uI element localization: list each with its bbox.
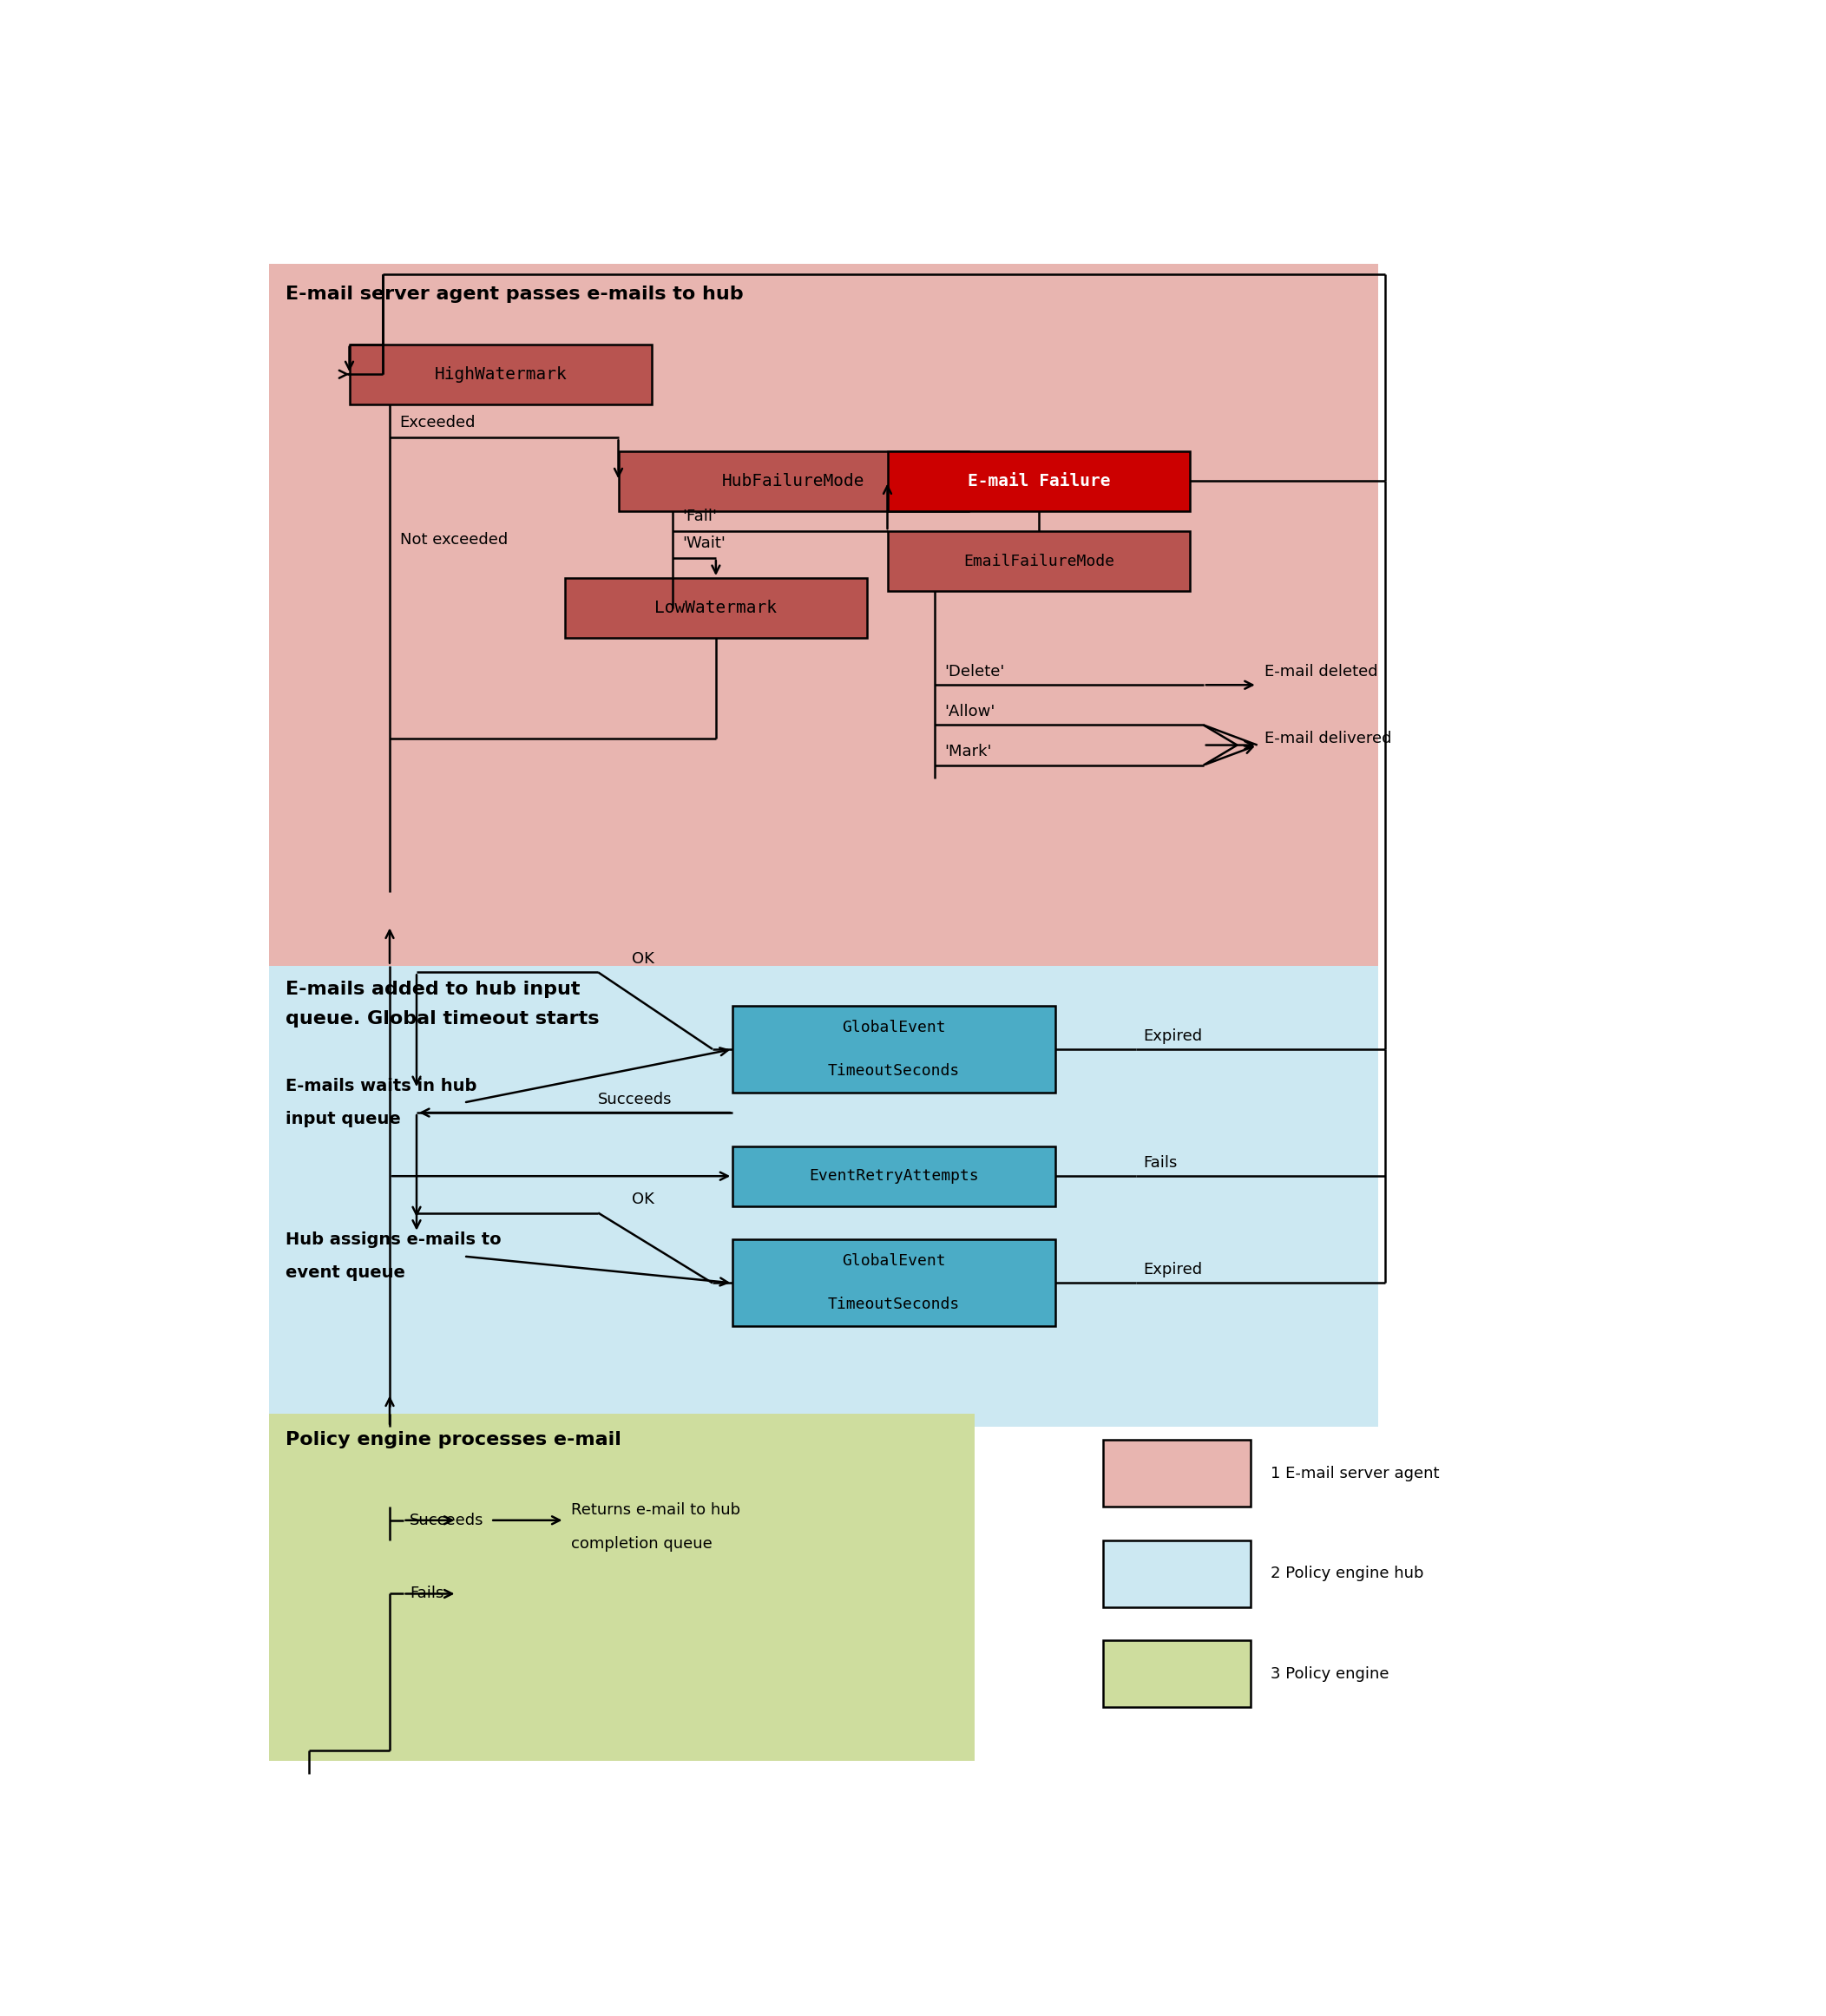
FancyBboxPatch shape (268, 264, 1379, 986)
FancyBboxPatch shape (887, 532, 1191, 591)
Text: TimeoutSeconds: TimeoutSeconds (827, 1062, 960, 1079)
Text: 'Wait': 'Wait' (683, 536, 725, 550)
Text: completion queue: completion queue (572, 1536, 712, 1552)
Text: 'Allow': 'Allow' (944, 704, 995, 720)
Text: TimeoutSeconds: TimeoutSeconds (827, 1296, 960, 1312)
Text: 'Delete': 'Delete' (944, 663, 1004, 679)
Text: event queue: event queue (285, 1264, 405, 1282)
Text: Hub assigns e-mails to: Hub assigns e-mails to (285, 1232, 500, 1248)
FancyBboxPatch shape (1103, 1439, 1251, 1506)
Text: E-mails waits in hub: E-mails waits in hub (285, 1079, 477, 1095)
Text: E-mails added to hub input: E-mails added to hub input (285, 980, 581, 998)
Text: Succeeds: Succeeds (409, 1512, 484, 1528)
FancyBboxPatch shape (732, 1240, 1055, 1327)
FancyBboxPatch shape (268, 1413, 975, 1760)
Text: EmailFailureMode: EmailFailureMode (964, 554, 1114, 569)
Text: Not exceeded: Not exceeded (400, 532, 508, 548)
Text: HighWatermark: HighWatermark (435, 367, 566, 383)
Text: HubFailureMode: HubFailureMode (721, 474, 866, 490)
FancyBboxPatch shape (349, 345, 652, 405)
Text: GlobalEvent: GlobalEvent (842, 1254, 946, 1270)
Text: GlobalEvent: GlobalEvent (842, 1020, 946, 1036)
Text: Expired: Expired (1143, 1028, 1202, 1044)
FancyBboxPatch shape (1103, 1540, 1251, 1607)
Text: Fails: Fails (409, 1587, 444, 1601)
FancyBboxPatch shape (887, 452, 1191, 512)
Text: 'Mark': 'Mark' (944, 744, 992, 760)
Text: 'Fail': 'Fail' (683, 508, 718, 524)
Text: OK: OK (632, 1191, 654, 1208)
FancyBboxPatch shape (1103, 1641, 1251, 1708)
Text: OK: OK (632, 952, 654, 968)
Text: Exceeded: Exceeded (400, 415, 477, 431)
FancyBboxPatch shape (732, 1145, 1055, 1206)
Text: Returns e-mail to hub: Returns e-mail to hub (572, 1502, 741, 1518)
Text: 3 Policy engine: 3 Policy engine (1271, 1665, 1390, 1681)
Text: E-mail delivered: E-mail delivered (1264, 730, 1391, 746)
Text: input queue: input queue (285, 1111, 400, 1127)
Text: Policy engine processes e-mail: Policy engine processes e-mail (285, 1431, 621, 1450)
Text: LowWatermark: LowWatermark (656, 601, 778, 617)
Text: Succeeds: Succeeds (599, 1091, 672, 1107)
Text: E-mail deleted: E-mail deleted (1264, 663, 1377, 679)
Text: E-mail Failure: E-mail Failure (968, 474, 1110, 490)
FancyBboxPatch shape (268, 966, 1379, 1427)
Text: Fails: Fails (1143, 1155, 1178, 1171)
Text: 1 E-mail server agent: 1 E-mail server agent (1271, 1466, 1439, 1482)
Text: 2 Policy engine hub: 2 Policy engine hub (1271, 1566, 1424, 1581)
FancyBboxPatch shape (619, 452, 968, 512)
Text: E-mail server agent passes e-mails to hub: E-mail server agent passes e-mails to hu… (285, 286, 743, 302)
FancyBboxPatch shape (732, 1006, 1055, 1093)
Text: Expired: Expired (1143, 1262, 1202, 1278)
Text: queue. Global timeout starts: queue. Global timeout starts (285, 1010, 599, 1028)
Text: EventRetryAttempts: EventRetryAttempts (809, 1169, 979, 1183)
FancyBboxPatch shape (564, 579, 867, 639)
